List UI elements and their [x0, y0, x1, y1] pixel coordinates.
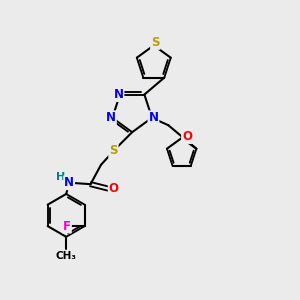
Text: F: F — [63, 220, 71, 232]
Text: O: O — [182, 130, 192, 143]
Text: N: N — [106, 111, 116, 124]
Text: N: N — [148, 111, 158, 124]
Text: S: S — [109, 144, 118, 158]
Text: N: N — [113, 88, 124, 101]
Text: S: S — [151, 36, 160, 49]
Text: N: N — [64, 176, 74, 189]
Text: CH₃: CH₃ — [56, 251, 77, 261]
Text: H: H — [56, 172, 65, 182]
Text: O: O — [109, 182, 119, 195]
